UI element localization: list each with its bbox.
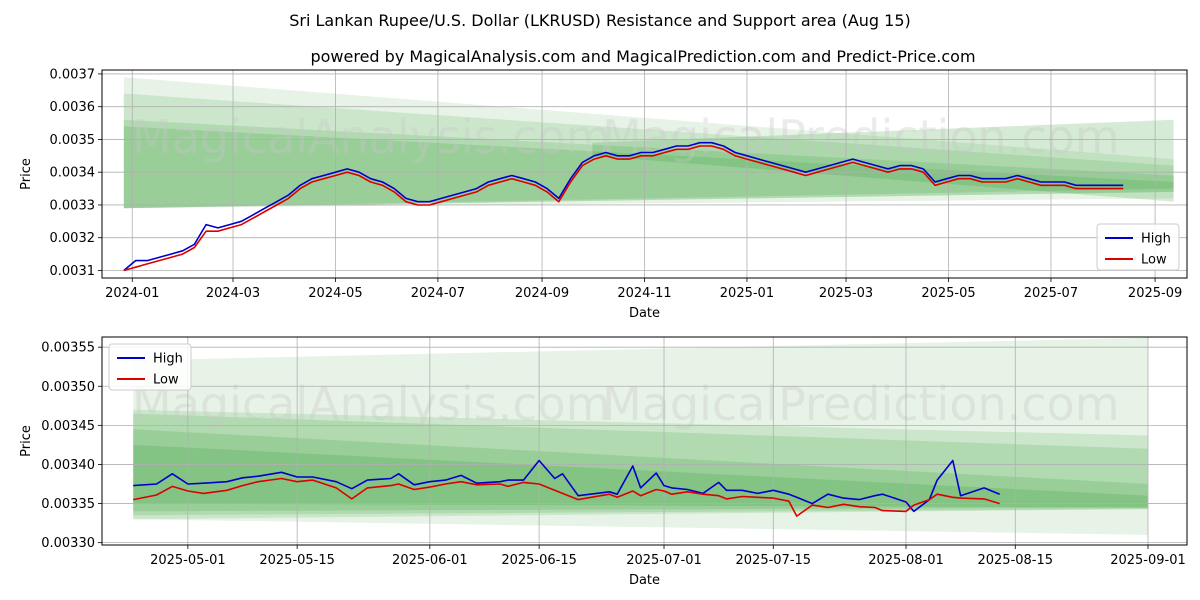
bottom-legend: High Low	[108, 343, 192, 391]
top-x-tick-label: 2024-01	[105, 286, 159, 301]
bottom-band-4	[133, 444, 1148, 508]
top-band-0	[123, 77, 1174, 209]
top-legend: High Low	[1096, 223, 1180, 271]
bottom-x-tick-label: 2025-08-01	[868, 553, 944, 568]
top-y-tick-label: 0.0031	[50, 264, 96, 279]
top-x-tick-label: 2025-09	[1128, 286, 1182, 301]
top-y-tick-label: 0.0036	[50, 100, 96, 115]
top-y-tick-label: 0.0037	[50, 67, 96, 82]
bottom-y-tick-label: 0.00355	[41, 341, 95, 356]
bottom-y-tick-label: 0.00350	[41, 380, 95, 395]
top-x-tick-label: 2025-05	[921, 286, 975, 301]
top-axes-frame	[101, 69, 1188, 279]
top-bands	[123, 77, 1174, 209]
bottom-band-3	[133, 429, 1148, 512]
bottom-legend-label-low: Low	[153, 373, 179, 388]
top-band-1	[123, 93, 1174, 209]
top-y-tick-label: 0.0034	[50, 166, 96, 181]
top-y-tick-label: 0.0033	[50, 198, 96, 213]
chart-title: Sri Lankan Rupee/U.S. Dollar (LKRUSD) Re…	[289, 11, 911, 30]
top-series	[123, 141, 1124, 272]
bottom-x-tick-label: 2025-09-01	[1110, 553, 1186, 568]
bottom-y-tick-label: 0.00330	[41, 536, 95, 551]
bottom-bands	[133, 337, 1148, 535]
top-x-axis-label: Date	[629, 306, 660, 321]
bottom-y-tick-label: 0.00345	[41, 419, 95, 434]
top-chart-panel: MagicalAnalysis.comMagicalPrediction.com…	[19, 67, 1188, 321]
top-series-low-line	[123, 145, 1124, 272]
bottom-x-tick-label: 2025-07-15	[736, 553, 812, 568]
top-x-tick-label: 2025-01	[720, 286, 774, 301]
top-y-tick-label: 0.0032	[50, 231, 96, 246]
chart-subtitle: powered by MagicalAnalysis.com and Magic…	[310, 47, 975, 66]
bottom-legend-label-high: High	[153, 352, 183, 367]
top-x-tick-label: 2024-11	[617, 286, 671, 301]
bottom-x-tick-label: 2025-05-01	[150, 553, 226, 568]
bottom-chart-panel: MagicalAnalysis.comMagicalPrediction.com…	[19, 336, 1188, 588]
top-legend-label-low: Low	[1141, 253, 1167, 268]
top-watermark-2: MagicalPrediction.com	[602, 110, 1120, 164]
bottom-x-tick-label: 2025-06-01	[392, 553, 468, 568]
top-legend-label-high: High	[1141, 232, 1171, 247]
bottom-series-low-line	[133, 477, 1000, 517]
top-watermark-1: MagicalAnalysis.com	[132, 110, 611, 164]
top-x-tick-label: 2024-03	[206, 286, 260, 301]
top-series-high-line	[123, 141, 1124, 272]
bottom-y-tick-label: 0.00335	[41, 497, 95, 512]
bottom-y-tick-label: 0.00340	[41, 458, 95, 473]
top-x-tick-label: 2025-07	[1024, 286, 1078, 301]
top-band-2	[123, 119, 1174, 209]
bottom-x-tick-label: 2025-05-15	[259, 553, 335, 568]
bottom-x-axis-label: Date	[629, 573, 660, 588]
bottom-x-tick-label: 2025-08-15	[977, 553, 1053, 568]
bottom-x-tick-label: 2025-07-01	[626, 553, 702, 568]
bottom-axes-frame	[101, 336, 1188, 546]
bottom-x-tick-label: 2025-06-15	[501, 553, 577, 568]
top-y-tick-label: 0.0035	[50, 133, 96, 148]
top-x-tick-label: 2024-09	[515, 286, 569, 301]
top-x-tick-label: 2025-03	[819, 286, 873, 301]
top-x-tick-label: 2024-07	[411, 286, 465, 301]
top-x-tick-label: 2024-05	[308, 286, 362, 301]
bottom-series	[133, 459, 1000, 517]
bottom-series-high-line	[133, 459, 1000, 513]
bottom-y-axis-label: Price	[19, 425, 34, 457]
bottom-watermark-2: MagicalPrediction.com	[602, 377, 1120, 431]
top-y-axis-label: Price	[19, 158, 34, 190]
